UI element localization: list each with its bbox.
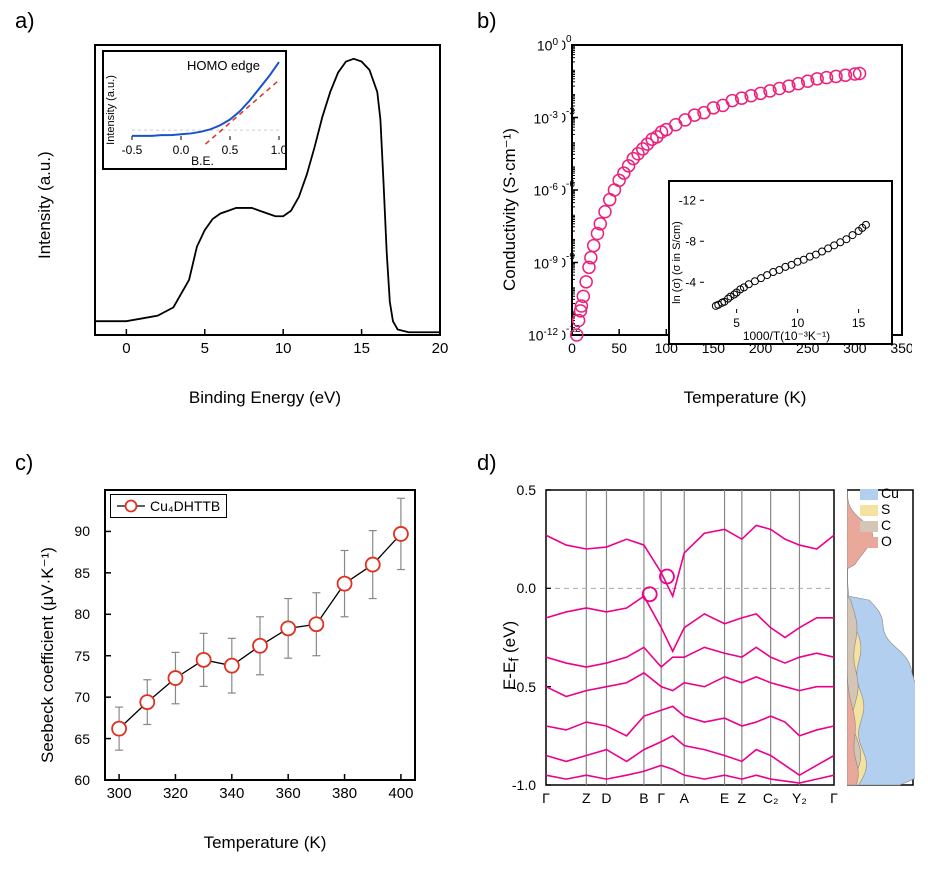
svg-text:360: 360 xyxy=(276,785,301,802)
svg-text:5: 5 xyxy=(201,340,209,357)
svg-text:50: 50 xyxy=(611,340,627,356)
svg-text:10: 10 xyxy=(791,316,805,330)
dos-legend: Cu S C O xyxy=(860,485,899,549)
panel-label-a: a) xyxy=(15,8,35,34)
svg-text:350: 350 xyxy=(890,340,912,356)
svg-text:1.0: 1.0 xyxy=(271,143,285,157)
svg-text:-0.5: -0.5 xyxy=(122,143,143,157)
chart-b-inset: 5 10 15 -12 -8 -4 1000/T(10⁻³K⁻¹) ln (σ) (σ in … xyxy=(668,180,893,345)
svg-text:0: 0 xyxy=(566,35,572,45)
chart-c-legend-label: Cu₄DHTTB xyxy=(150,498,220,514)
panel-label-d: d) xyxy=(477,450,497,476)
chart-d-ylabel: E-Ef (eV) xyxy=(500,595,522,715)
panel-label-b: b) xyxy=(477,8,497,34)
svg-text:0: 0 xyxy=(568,340,576,356)
svg-text:0: 0 xyxy=(122,340,130,357)
svg-text:A: A xyxy=(680,790,690,806)
svg-text:15: 15 xyxy=(353,340,370,357)
svg-text:380: 380 xyxy=(332,785,357,802)
chart-b-inset-svg: 5 10 15 -12 -8 -4 1000/T(10⁻³K⁻¹) ln (σ) (σ in … xyxy=(670,182,891,343)
svg-text:Z: Z xyxy=(582,790,591,806)
chart-d-svg: ΓZDBΓAEZC₂Y₂Γ xyxy=(540,480,840,810)
svg-text:320: 320 xyxy=(163,785,188,802)
svg-text:340: 340 xyxy=(219,785,244,802)
svg-text:Γ: Γ xyxy=(830,790,838,806)
chart-c-svg: 300 320 340 360 380 400 xyxy=(95,480,425,810)
svg-text:0.5: 0.5 xyxy=(222,143,239,157)
svg-text:10: 10 xyxy=(275,340,292,357)
svg-text:Y₂: Y₂ xyxy=(792,790,807,806)
chart-b-xlabel: Temperature (K) xyxy=(660,388,830,408)
chart-a-inset: -0.5 0.0 0.5 1.0 HOMO edge B.E. Intensity (a.u… xyxy=(102,50,287,170)
chart-b-ylabel: Conductivity (S·cm⁻¹) xyxy=(500,120,520,300)
dos-legend-cu: Cu xyxy=(881,485,899,501)
svg-text:-8: -8 xyxy=(685,234,696,248)
svg-text:-12: -12 xyxy=(679,193,697,207)
dos-legend-o: O xyxy=(881,533,892,549)
chart-c-legend: Cu₄DHTTB xyxy=(110,494,227,518)
svg-text:B.E.: B.E. xyxy=(191,154,214,168)
svg-text:400: 400 xyxy=(388,785,413,802)
chart-d-bands: ΓZDBΓAEZC₂Y₂Γ xyxy=(540,480,840,810)
svg-text:0.0: 0.0 xyxy=(173,143,190,157)
svg-text:5: 5 xyxy=(733,316,740,330)
svg-text:1000/T(10⁻³K⁻¹): 1000/T(10⁻³K⁻¹) xyxy=(743,329,830,343)
svg-text:Γ: Γ xyxy=(542,790,550,806)
svg-text:D: D xyxy=(601,790,611,806)
chart-a-xlabel: Binding Energy (eV) xyxy=(165,388,365,408)
svg-text:ln (σ) (σ in S/cm): ln (σ) (σ in S/cm) xyxy=(671,221,683,304)
svg-text:15: 15 xyxy=(852,316,866,330)
svg-text:300: 300 xyxy=(107,785,132,802)
dos-legend-s: S xyxy=(881,501,890,517)
svg-text:-4: -4 xyxy=(685,275,696,289)
svg-text:HOMO edge: HOMO edge xyxy=(187,58,260,73)
svg-text:-9: -9 xyxy=(566,252,575,263)
svg-text:B: B xyxy=(639,790,648,806)
svg-text:C₂: C₂ xyxy=(763,790,779,806)
svg-text:Z: Z xyxy=(738,790,747,806)
svg-text:E: E xyxy=(720,790,729,806)
svg-text:-3: -3 xyxy=(566,107,575,118)
svg-text:Intensity (a.u.): Intensity (a.u.) xyxy=(105,75,117,145)
chart-a-inset-svg: -0.5 0.0 0.5 1.0 HOMO edge B.E. Intensity (a.u… xyxy=(104,52,285,168)
dos-legend-c: C xyxy=(881,517,891,533)
chart-a-ylabel: Intensity (a.u.) xyxy=(35,130,55,280)
panel-label-c: c) xyxy=(15,450,33,476)
svg-text:-6: -6 xyxy=(566,179,575,190)
svg-text:20: 20 xyxy=(432,340,449,357)
svg-text:Γ: Γ xyxy=(657,790,665,806)
chart-c: 300 320 340 360 380 400 xyxy=(95,480,425,810)
chart-c-xlabel: Temperature (K) xyxy=(180,833,350,853)
chart-c-ylabel: Seebeck coefficient (μV·K⁻¹) xyxy=(38,545,58,765)
